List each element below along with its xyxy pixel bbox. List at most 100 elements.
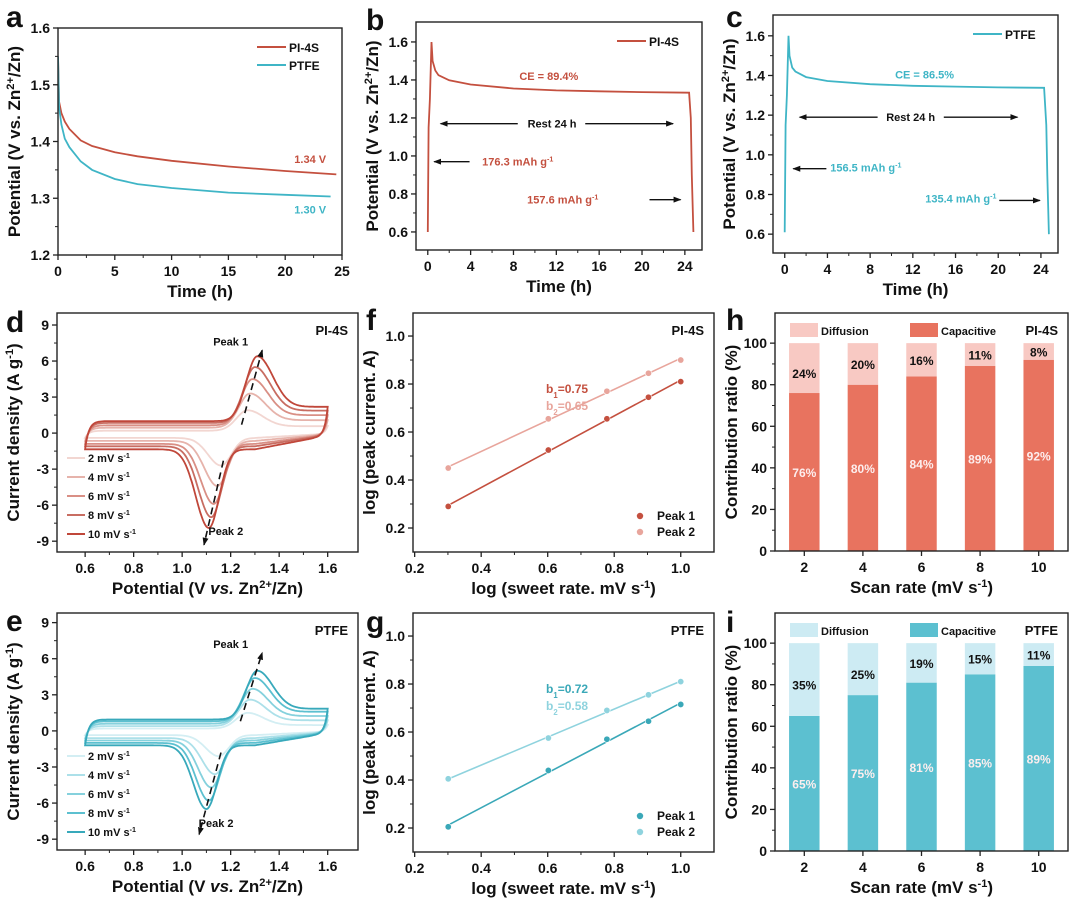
x-tick-label: 0.4 [471,560,491,576]
sample-label: PI-4S [1025,323,1058,338]
y-tick-label: 0 [41,723,49,739]
cv-curve [84,355,329,529]
y-tick-label: 80 [751,377,767,393]
plot-area [83,355,330,529]
x-axis-label: Potential (V vs. Zn2+/Zn) [112,877,303,896]
x-axis-label: Time (h) [526,277,592,296]
panel-a: a 1.2 1.3 1.4 1.5 1.6 0 5 10 15 20 25 [6,1,350,279]
panel-letter: b [366,4,384,37]
bar-value-label: 89% [968,453,992,467]
legend-label: PTFE [289,59,320,73]
x-tick-label: 8 [976,559,984,575]
legend-label: 4 mV s-1 [88,769,130,782]
x-axis-label: Scan rate (mV s-1) [850,878,993,897]
slope-label: b1=0.72 [546,682,588,700]
data-point [544,446,552,454]
bar-capacitive [847,695,879,851]
bar-value-label: 20% [851,358,875,372]
peak-shift-arrow [240,349,264,425]
annotation: 157.6 mAh g-1 [527,193,598,206]
bar-capacitive [789,715,820,851]
x-tick-label: 1.4 [269,858,289,874]
x-tick-label: 4 [859,859,867,875]
bar-value-label: 19% [909,657,933,671]
bar-value-label: 85% [968,757,992,771]
bar-capacitive [906,682,937,851]
x-tick-label: 0.6 [75,858,95,874]
panel-i: i 0 20 40 60 80 100 2 4 6 8 10 [726,606,1069,875]
x-tick-label: 0 [781,261,789,277]
annotation: Peak 2 [208,526,243,538]
bar-diffusion [906,643,937,683]
x-tick-label: 16 [591,258,607,274]
data-point [677,700,685,708]
bar-value-label: 16% [909,354,933,368]
panel-letter: a [6,1,23,34]
panel-g: g 0.2 0.4 0.6 0.8 1.0 0.2 0.4 0.6 0.8 1.0 [366,606,715,876]
y-tick-label: 1.2 [389,110,409,126]
plot-area [444,678,685,831]
fit-line [447,379,682,506]
data-point [444,502,452,510]
legend-marker [636,812,644,820]
x-axis-label: log (sweet rate. mV s-1) [471,879,656,898]
bar-diffusion [847,643,879,696]
slope-label: b1=0.75 [546,382,588,400]
peak-shift-arrow [198,752,222,836]
y-tick-label: 60 [751,718,767,734]
x-tick-label: 6 [918,859,926,875]
bar-diffusion [1023,643,1054,667]
x-tick-label: 15 [221,263,237,279]
y-tick-label: 1.2 [746,107,766,123]
x-tick-label: 0.6 [75,560,95,576]
legend-label: 2 mV s-1 [88,452,130,465]
bar-value-label: 92% [1027,449,1051,463]
bar-capacitive [906,376,937,551]
y-axis-label: Current density (A g-1) [4,642,23,820]
y-tick-label: -3 [37,461,50,477]
bar-value-label: 35% [792,679,816,693]
y-tick-label: 1.6 [746,28,766,44]
y-tick-label: 1.4 [389,72,409,88]
legend-label: Capacitive [941,626,996,638]
x-tick-label: 1.2 [221,560,241,576]
x-tick-label: 1.6 [318,858,338,874]
y-tick-label: 0.6 [386,424,406,440]
legend-label: 4 mV s-1 [88,471,130,484]
y-tick-label: 6 [41,651,49,667]
legend-marker [636,528,644,536]
x-tick-label: 0.8 [124,560,144,576]
bar-value-label: 76% [792,466,816,480]
x-tick-label: 0.6 [538,560,558,576]
annotation: CE = 86.5% [895,69,954,81]
y-axis-label: Contribution ratio (%) [722,645,741,820]
y-axis-label: log (peak current. A) [360,650,379,815]
sample-label: PTFE [315,623,349,638]
y-tick-label: -9 [37,831,50,847]
annotation: 1.34 V [294,154,326,166]
x-tick-label: 4 [859,559,867,575]
y-tick-label: 0.6 [386,724,406,740]
y-tick-label: 1.0 [389,148,409,164]
cv-curve [84,669,329,811]
annotation: CE = 89.4% [519,71,578,83]
legend-label: 2 mV s-1 [88,750,130,763]
annotation: Peak 2 [199,818,234,830]
slope-label: b2=0.58 [546,699,588,717]
sample-label: PI-4S [671,323,704,338]
x-axis-label: log (sweet rate. mV s-1) [471,579,656,598]
bar-value-label: 75% [851,767,875,781]
x-tick-label: 0.2 [405,560,425,576]
fit-line [447,357,682,468]
x-tick-label: 1.0 [172,858,192,874]
annotation: Rest 24 h [528,118,577,130]
annotation: 156.5 mAh g-1 [830,162,901,175]
data-point [444,775,452,783]
panel-letter: c [726,1,743,34]
y-tick-label: 1.2 [31,247,51,263]
x-tick-label: 1.0 [671,560,691,576]
bar-diffusion [964,643,996,675]
bar-value-label: 81% [909,761,933,775]
plot-frame [415,21,703,251]
x-tick-label: 1.4 [269,560,289,576]
